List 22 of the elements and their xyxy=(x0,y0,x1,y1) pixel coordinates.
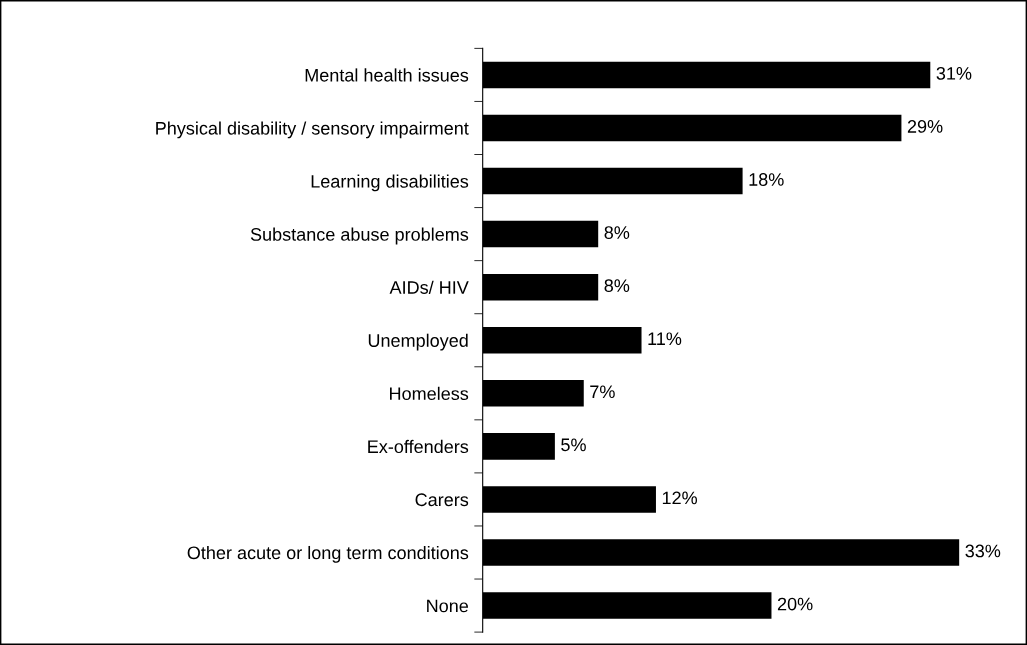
y-tick-label: Unemployed xyxy=(368,333,468,351)
y-tick-label: Mental health issues xyxy=(305,68,469,82)
y-tick-label: AIDs/ HIV xyxy=(389,280,469,294)
data-label: 31% xyxy=(936,66,972,80)
y-tick-label: Homeless xyxy=(390,386,469,401)
data-label: 11% xyxy=(648,332,682,346)
data-label: 8% xyxy=(604,279,630,293)
y-tick-label: None xyxy=(427,599,468,613)
data-label: 8% xyxy=(604,226,630,239)
y-tick-label: Other acute or long term conditions xyxy=(187,545,469,563)
data-label: 20% xyxy=(777,597,813,611)
y-tick-label: Substance abuse problems xyxy=(250,227,469,245)
data-label: 18% xyxy=(749,173,784,186)
y-tick-label: Learning disabilities xyxy=(311,174,469,192)
y-tick-label: Physical disability / sensory impairment xyxy=(156,121,469,139)
data-label: 33% xyxy=(965,544,1001,558)
data-label: 5% xyxy=(561,438,586,452)
data-label: 12% xyxy=(662,491,698,505)
y-tick-label: Carers xyxy=(415,493,469,507)
data-label: 7% xyxy=(590,385,615,399)
y-tick-label: Ex-offenders xyxy=(368,439,469,454)
data-label: 29% xyxy=(907,120,943,133)
